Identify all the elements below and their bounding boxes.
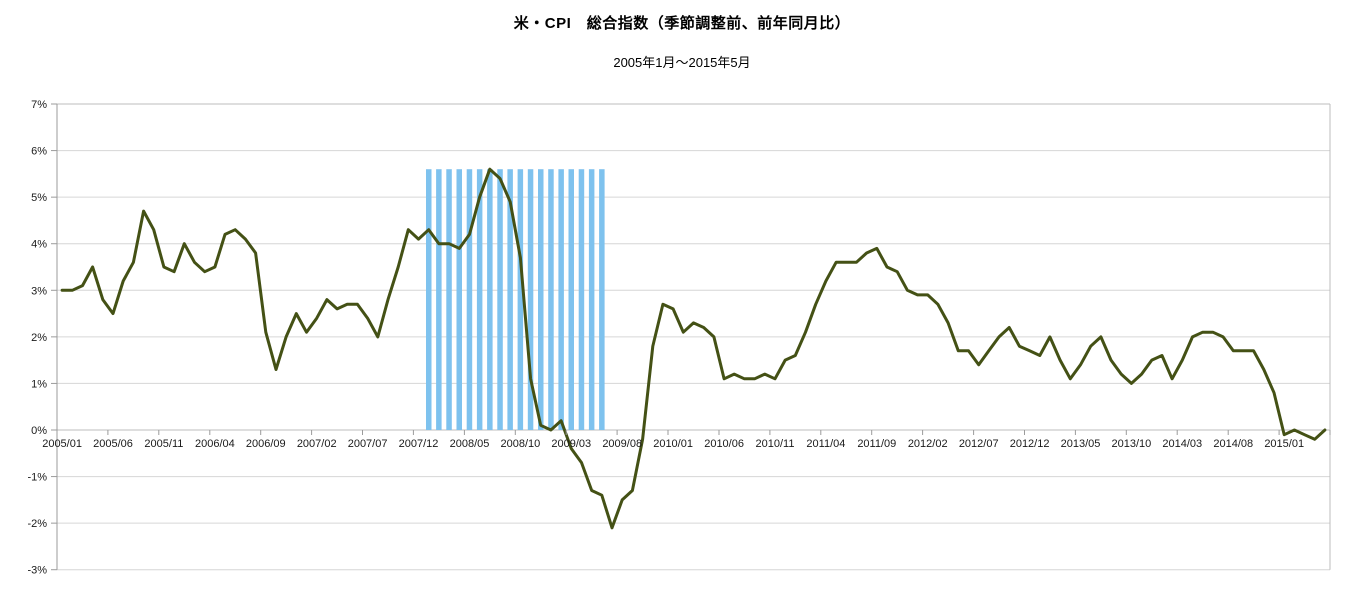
x-axis-label: 2011/04 (806, 438, 845, 450)
highlight-bar (568, 169, 574, 430)
highlight-bar (578, 169, 585, 430)
x-axis-label: 2008/05 (450, 438, 490, 450)
y-axis-label: 6% (31, 146, 47, 158)
highlight-bar (599, 169, 605, 430)
y-axis-label: 5% (31, 192, 47, 204)
x-axis-label: 2012/07 (959, 438, 999, 450)
highlight-bar (588, 169, 595, 430)
x-axis-label: 2012/02 (908, 438, 948, 450)
highlight-bar (476, 169, 483, 430)
highlight-bar (466, 169, 473, 430)
y-axis-label: 1% (31, 378, 47, 390)
y-axis-label: -2% (27, 518, 47, 530)
y-axis-label: 7% (31, 99, 47, 111)
x-axis-label: 2013/10 (1112, 438, 1152, 450)
y-axis-label: 0% (31, 425, 47, 437)
y-axis-label: 3% (31, 285, 47, 297)
x-axis-label: 2005/01 (42, 438, 82, 450)
x-axis-label: 2005/06 (93, 438, 133, 450)
highlight-bar (456, 169, 462, 430)
highlight-bar (487, 169, 493, 430)
x-axis-label: 2013/05 (1061, 438, 1101, 450)
chart-title: 米・CPI 総合指数（季節調整前、前年同月比） (513, 15, 851, 32)
cpi-line (60, 167, 1327, 530)
x-axis-label: 2007/02 (297, 438, 337, 450)
highlight-bar (497, 169, 503, 430)
x-axis-label: 2010/06 (704, 438, 744, 450)
highlight-bar (507, 169, 513, 430)
x-axis-label: 2014/03 (1162, 438, 1202, 450)
x-axis-label: 2007/12 (399, 438, 439, 450)
x-axis-label: 2011/09 (857, 438, 896, 450)
highlight-bar (517, 169, 524, 430)
x-axis-label: 2006/04 (195, 438, 235, 450)
x-axis-label: 2005/11 (144, 438, 183, 450)
x-axis-label: 2007/07 (348, 438, 388, 450)
x-axis-label: 2012/12 (1010, 438, 1050, 450)
chart-subtitle: 2005年1月～2015年5月 (613, 55, 751, 70)
highlight-bar (436, 169, 442, 430)
x-axis-label: 2009/03 (551, 438, 591, 450)
y-axis-label: 4% (31, 239, 47, 251)
x-axis-label: 2015/01 (1264, 438, 1304, 450)
highlight-bar (538, 169, 544, 430)
x-axis-label: 2010/01 (653, 438, 693, 450)
highlight-bar (548, 169, 554, 430)
x-axis-label: 2008/10 (501, 438, 541, 450)
highlight-bar (527, 169, 534, 430)
x-axis-label: 2014/08 (1213, 438, 1253, 450)
y-axis-label: 2% (31, 332, 47, 344)
highlight-bar (558, 169, 564, 430)
y-axis-label: -1% (27, 472, 47, 484)
y-axis-label: -3% (27, 565, 47, 577)
x-axis-label: 2010/11 (756, 438, 795, 450)
highlight-bar (446, 169, 452, 430)
x-axis-label: 2006/09 (246, 438, 286, 450)
highlight-bar (426, 169, 432, 430)
x-axis-label: 2009/08 (602, 438, 642, 450)
